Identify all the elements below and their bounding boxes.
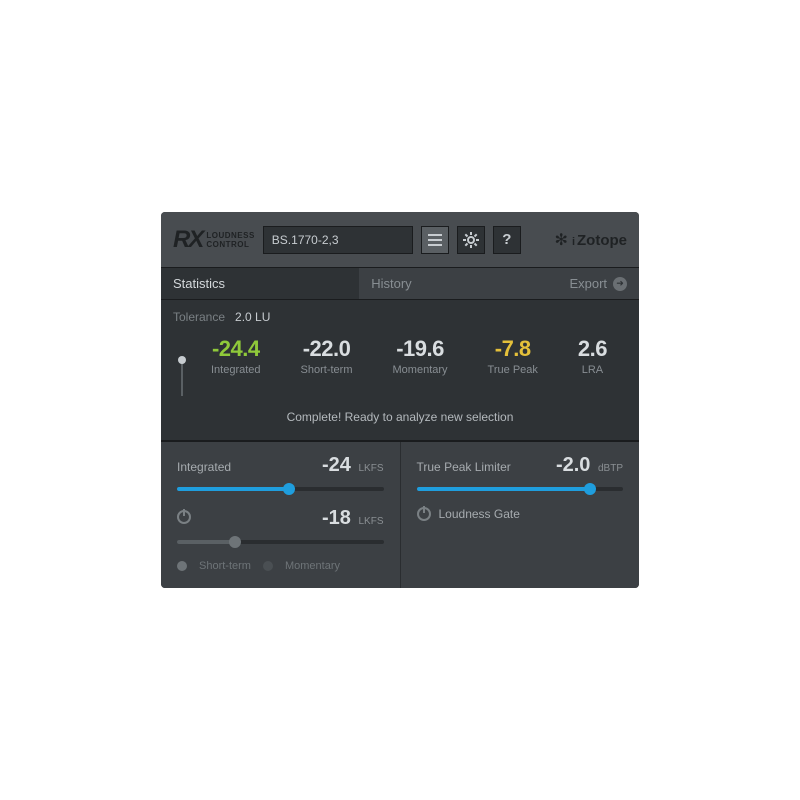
controls-left: Integrated -24 LKFS -18 LKFS [161, 442, 401, 588]
statistics-panel: Tolerance 2.0 LU -24.4 Integrated -22.0 Sho… [161, 300, 639, 440]
preset-list-button[interactable] [421, 226, 449, 254]
rx-logo-text: RX [173, 226, 202, 254]
secondary-slider[interactable] [177, 536, 384, 548]
help-button[interactable]: ? [493, 226, 521, 254]
tolerance-label: Tolerance [173, 310, 225, 324]
vertical-scrubber[interactable] [177, 356, 187, 396]
scrubber-knob [178, 356, 186, 364]
list-icon [428, 234, 442, 246]
radio-short-term[interactable] [177, 561, 187, 571]
tab-statistics[interactable]: Statistics [161, 268, 359, 299]
settings-button[interactable] [457, 226, 485, 254]
tolerance-value: 2.0 LU [235, 310, 270, 324]
meter-label: Integrated [211, 364, 261, 376]
meter-value: 2.6 [578, 336, 607, 362]
meter-value: -7.8 [488, 336, 538, 362]
tab-bar: Statistics History Export ➜ [161, 268, 639, 300]
secondary-value: -18 LKFS [322, 507, 383, 530]
help-icon: ? [502, 231, 511, 248]
arrow-right-icon: ➜ [613, 277, 627, 291]
export-button[interactable]: Export ➜ [557, 268, 639, 299]
preset-dropdown[interactable]: BS.1770-2,3 [263, 226, 413, 254]
meter-lra: 2.6 LRA [578, 336, 607, 376]
meter-short-term: -22.0 Short-term [301, 336, 353, 376]
secondary-row: -18 LKFS [177, 507, 384, 530]
controls-right: True Peak Limiter -2.0 dBTP Loudness Gat… [401, 442, 640, 588]
secondary-power-toggle[interactable] [177, 510, 191, 524]
tab-history[interactable]: History [359, 268, 557, 299]
meter-label: Short-term [301, 364, 353, 376]
truepeak-slider[interactable] [417, 483, 624, 495]
term-radio-row: Short-term Momentary [177, 560, 384, 572]
meter-label: Momentary [393, 364, 448, 376]
meter-grid: -24.4 Integrated -22.0 Short-term -19.6 Momen… [191, 336, 627, 376]
truepeak-value: -2.0 dBTP [556, 454, 623, 477]
meter-value: -24.4 [211, 336, 261, 362]
logo-subtitle: LOUDNESS CONTROL [206, 231, 254, 249]
brand-logo: ✻ i Zotope [555, 230, 627, 250]
truepeak-row: True Peak Limiter -2.0 dBTP [417, 454, 624, 477]
meter-value: -22.0 [301, 336, 353, 362]
tolerance-row: Tolerance 2.0 LU [173, 310, 627, 324]
product-logo: RX LOUDNESS CONTROL [173, 226, 255, 254]
meters-row: -24.4 Integrated -22.0 Short-term -19.6 Momen… [173, 336, 627, 396]
preset-value: BS.1770-2,3 [272, 233, 339, 247]
meter-momentary: -19.6 Momentary [393, 336, 448, 376]
integrated-row: Integrated -24 LKFS [177, 454, 384, 477]
meter-label: True Peak [488, 364, 538, 376]
gate-label: Loudness Gate [439, 507, 520, 521]
truepeak-label: True Peak Limiter [417, 460, 511, 474]
controls-panel: Integrated -24 LKFS -18 LKFS [161, 440, 639, 588]
meter-value: -19.6 [393, 336, 448, 362]
integrated-slider[interactable] [177, 483, 384, 495]
meter-label: LRA [578, 364, 607, 376]
header-bar: RX LOUDNESS CONTROL BS.1770-2,3 [161, 212, 639, 268]
integrated-label: Integrated [177, 460, 231, 474]
brand-icon: ✻ [555, 230, 568, 250]
meter-integrated: -24.4 Integrated [211, 336, 261, 376]
plugin-window: RX LOUDNESS CONTROL BS.1770-2,3 [161, 212, 639, 588]
radio-momentary[interactable] [263, 561, 273, 571]
gear-icon [463, 232, 479, 248]
gate-power-toggle[interactable] [417, 507, 431, 521]
integrated-value: -24 LKFS [322, 454, 383, 477]
status-text: Complete! Ready to analyze new selection [173, 410, 627, 424]
loudness-gate-row: Loudness Gate [417, 507, 624, 521]
meter-true-peak: -7.8 True Peak [488, 336, 538, 376]
